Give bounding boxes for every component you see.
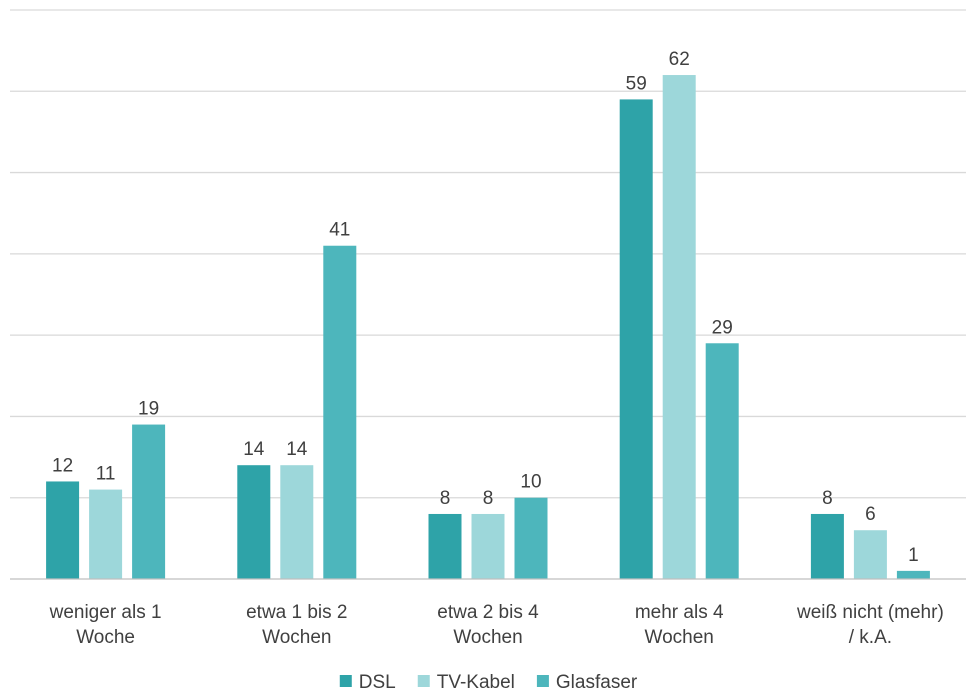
bars (46, 75, 930, 580)
category-label: etwa 2 bis 4 Wochen (437, 602, 539, 648)
bar-tv-kabel-4 (853, 530, 887, 579)
category-label-line: Wochen (453, 627, 522, 648)
category-label-line: / k.A. (849, 627, 892, 648)
data-label: 8 (822, 488, 833, 509)
bar-dsl-4 (810, 513, 844, 579)
legend-swatch (536, 675, 549, 687)
data-label: 8 (440, 488, 451, 509)
data-label: 11 (96, 464, 116, 485)
bar-dsl-3 (619, 99, 653, 580)
data-label: 59 (626, 73, 647, 94)
bar-dsl-0 (46, 481, 80, 579)
bar-tv-kabel-0 (89, 489, 123, 579)
data-label: 12 (52, 455, 73, 476)
data-label: 41 (329, 220, 350, 241)
bar-glasfaser-1 (323, 245, 357, 579)
legend-label: Glasfaser (556, 672, 638, 693)
bar-glasfaser-2 (514, 497, 548, 579)
data-label: 14 (243, 439, 265, 460)
data-label: 29 (712, 317, 733, 338)
category-label-line: mehr als 4 (635, 602, 724, 623)
legend-swatch (417, 675, 430, 687)
category-label-line: Woche (76, 627, 135, 648)
data-label: 14 (286, 439, 308, 460)
data-label: 6 (865, 504, 876, 525)
category-label-line: Wochen (645, 627, 714, 648)
bar-glasfaser-4 (896, 570, 930, 579)
category-label-line: etwa 1 bis 2 (246, 602, 347, 623)
legend-label: TV-Kabel (437, 672, 515, 693)
category-label: weiß nicht (mehr) / k.A. (796, 602, 944, 648)
bar-glasfaser-3 (705, 343, 739, 579)
category-label: etwa 1 bis 2 Wochen (246, 602, 347, 648)
gridlines (10, 9, 966, 499)
legend: DSL TV-Kabel Glasfaser (339, 672, 638, 693)
bar-glasfaser-0 (132, 424, 166, 579)
data-label: 1 (908, 545, 919, 566)
legend-item: TV-Kabel (417, 672, 515, 693)
data-label: 19 (138, 399, 159, 420)
data-label: 62 (669, 49, 690, 70)
category-label: mehr als 4 Wochen (635, 602, 724, 648)
bar-tv-kabel-1 (280, 465, 314, 579)
category-label-line: weiß nicht (mehr) (796, 602, 944, 623)
legend-item: DSL (339, 672, 396, 693)
bar-dsl-1 (237, 465, 271, 579)
category-label-line: Wochen (262, 627, 331, 648)
legend-item: Glasfaser (536, 672, 638, 693)
legend-label: DSL (359, 672, 396, 693)
data-label: 10 (520, 472, 541, 493)
category-label-line: etwa 2 bis 4 (437, 602, 539, 623)
data-labels: 12 11 19 14 14 41 8 8 10 59 62 29 8 6 1 (52, 49, 919, 566)
bar-dsl-2 (428, 513, 462, 579)
category-label: weniger als 1 Woche (49, 602, 162, 648)
bar-tv-kabel-2 (471, 513, 505, 579)
bar-tv-kabel-3 (662, 75, 696, 580)
legend-swatch (339, 675, 352, 687)
category-label-line: weniger als 1 (49, 602, 162, 623)
data-label: 8 (483, 488, 494, 509)
